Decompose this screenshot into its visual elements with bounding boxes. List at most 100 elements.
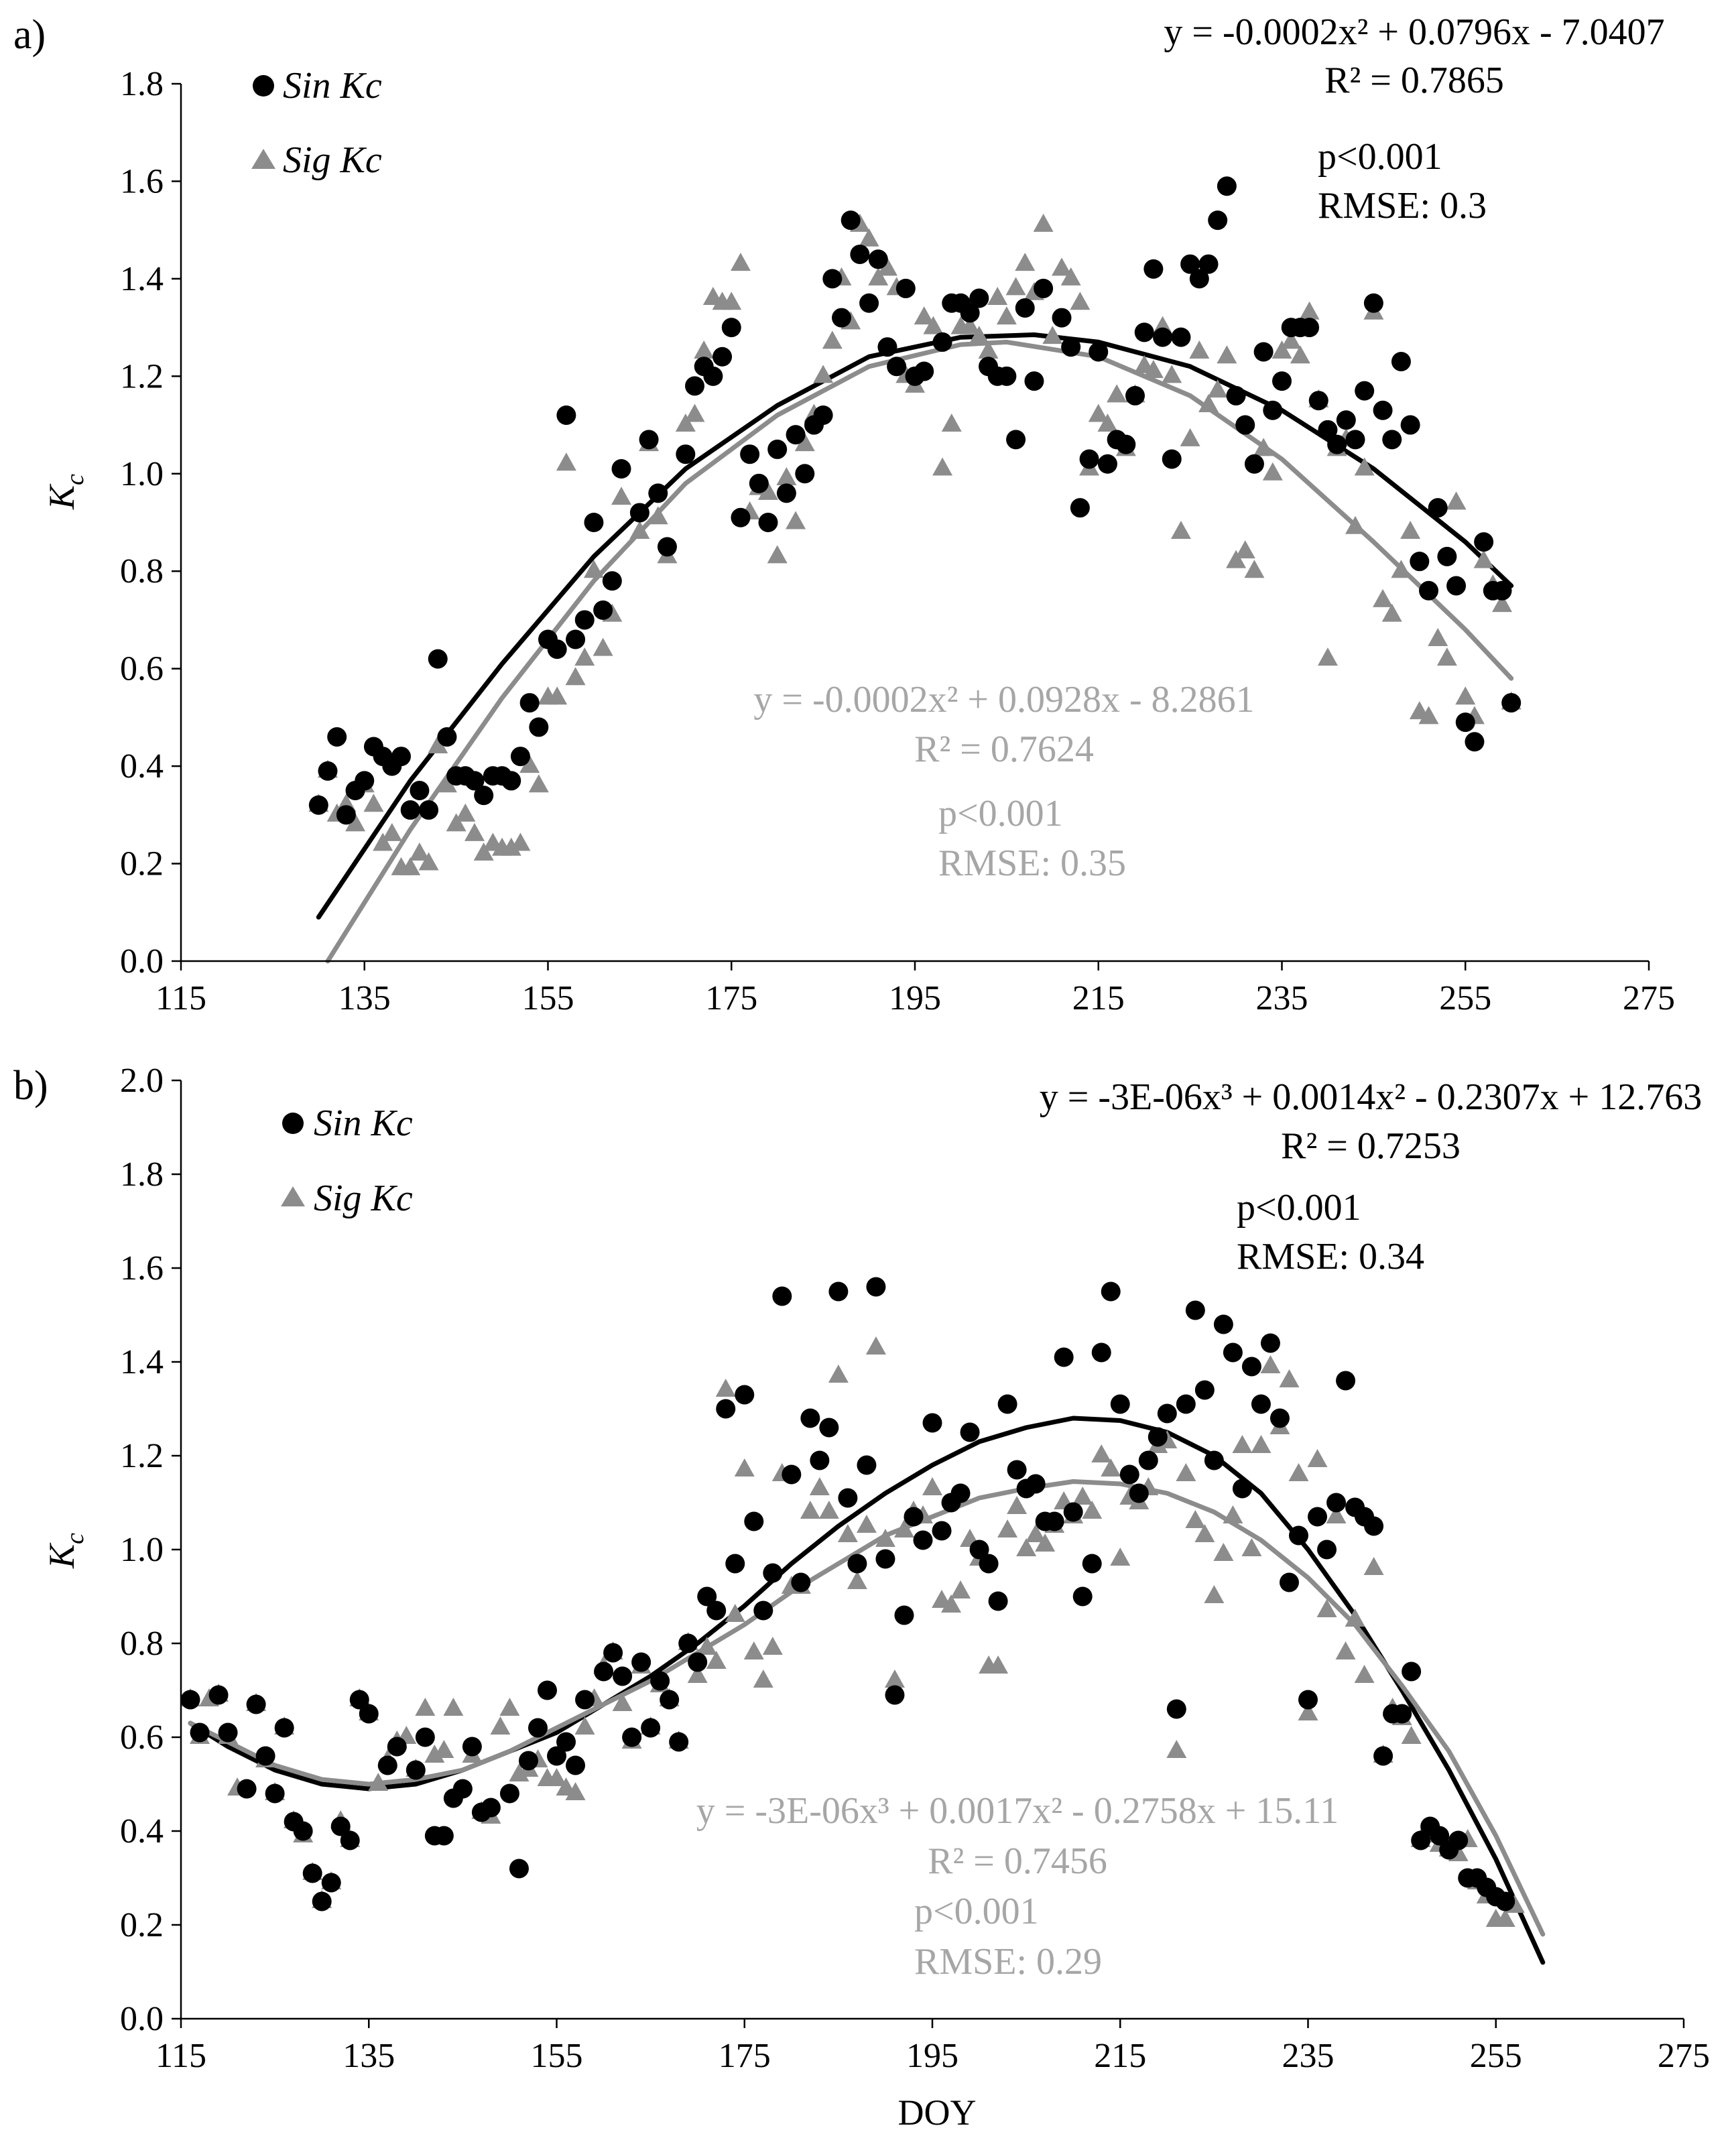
- sig-kc-point: [556, 452, 576, 471]
- sig-kc-fit-line: [325, 339, 1514, 964]
- x-tick-label: 175: [719, 2037, 771, 2075]
- sin-kc-point: [509, 1859, 529, 1879]
- sin-kc-point: [1119, 1464, 1139, 1485]
- sig-kc-point: [1189, 340, 1210, 359]
- sin-kc-point: [547, 639, 567, 659]
- sin-kc-point: [641, 1718, 661, 1738]
- sin-kc-point: [1492, 580, 1512, 601]
- sig-kc-point: [1170, 521, 1191, 540]
- sin-kc-point: [1263, 400, 1283, 420]
- sin-kc-point: [1176, 1394, 1196, 1414]
- sin-kc-point: [1298, 1690, 1318, 1710]
- sin-kc-point: [415, 1727, 435, 1747]
- sin-kc-point: [847, 1554, 867, 1574]
- sig-kc-point: [941, 414, 962, 432]
- sig-kc-point: [446, 813, 467, 832]
- sin-kc-point: [895, 278, 916, 298]
- sig-kc-point: [1436, 647, 1457, 666]
- sig-kc-point: [828, 1365, 849, 1383]
- sin-kc-point: [988, 1591, 1008, 1611]
- sin-kc-point: [566, 629, 586, 649]
- sig-kc-point: [1204, 1585, 1225, 1603]
- sin-kc-point: [1300, 318, 1320, 338]
- panel-a-gray-equation: y = -0.0002x² + 0.0928x - 8.2861: [753, 679, 1254, 720]
- sin-kc-point: [387, 1737, 407, 1757]
- sig-kc-point: [684, 403, 705, 422]
- y-tick-label: 2.0: [120, 1062, 164, 1100]
- sig-kc-point: [877, 257, 897, 276]
- sig-kc-point: [1281, 330, 1302, 349]
- sig-kc-point: [593, 637, 613, 656]
- panel-b-black-p: p<0.001: [1237, 1187, 1361, 1229]
- sig-kc-point: [1251, 1435, 1272, 1453]
- sin-kc-point: [841, 210, 861, 231]
- sin-kc-point: [613, 1666, 633, 1686]
- sin-kc-point: [740, 444, 760, 464]
- sin-kc-point: [631, 1652, 652, 1672]
- y-tick-label: 1.4: [120, 260, 164, 298]
- sin-kc-point: [218, 1722, 238, 1743]
- sin-kc-point: [1129, 1483, 1149, 1503]
- panel-b-gray-rmse: RMSE: 0.29: [914, 1941, 1102, 1983]
- sin-kc-point: [1391, 352, 1411, 372]
- sin-kc-point: [1138, 1450, 1158, 1470]
- sin-kc-point: [1101, 1281, 1121, 1302]
- sin-kc-point: [697, 1586, 717, 1607]
- sig-kc-point: [409, 842, 430, 861]
- sin-kc-point: [678, 1633, 698, 1653]
- sin-kc-point: [327, 727, 347, 747]
- sig-kc-point: [715, 1379, 736, 1397]
- panel-a-y-axis-title: Kc: [42, 474, 89, 510]
- sig-kc-point: [914, 306, 934, 325]
- panel-a-black-rmse: RMSE: 0.3: [1318, 185, 1487, 227]
- sig-kc-point: [730, 253, 751, 271]
- sig-kc-point: [687, 1665, 708, 1683]
- sin-kc-point: [1411, 1830, 1431, 1850]
- y-tick-label: 0.0: [120, 942, 164, 981]
- panel-a-black-r2: R² = 0.7865: [1324, 60, 1504, 101]
- sin-kc-point: [1052, 308, 1072, 328]
- sig-kc-point: [837, 1524, 858, 1542]
- sin-kc-point: [556, 1732, 576, 1752]
- sig-kc-point: [988, 1655, 1009, 1674]
- sin-kc-point: [828, 1281, 849, 1302]
- sin-kc-point: [1410, 552, 1430, 572]
- y-tick-label: 1.4: [120, 1343, 164, 1381]
- sin-kc-point: [819, 1418, 839, 1438]
- panel-a-legend-sin: Sin Kc: [283, 65, 382, 107]
- sin-kc-point: [731, 507, 751, 527]
- sin-kc-point: [1373, 1746, 1393, 1766]
- sin-kc-point: [810, 1450, 830, 1470]
- sig-kc-point: [1176, 1463, 1196, 1481]
- sin-kc-point: [336, 805, 356, 825]
- sin-kc-point: [776, 483, 796, 503]
- sin-kc-point: [349, 1690, 369, 1710]
- sin-kc-point: [1006, 430, 1026, 450]
- sin-kc-point: [1437, 546, 1457, 566]
- sig-kc-point: [969, 326, 989, 344]
- sin-kc-point: [1110, 1394, 1130, 1414]
- sin-kc-point: [887, 357, 907, 377]
- sig-kc-point: [1107, 384, 1127, 403]
- panel-b-legend-sin: Sin Kc: [314, 1103, 413, 1144]
- panel-a-gray-r2: R² = 0.7624: [914, 729, 1094, 770]
- sin-kc-point: [950, 1483, 971, 1503]
- panel-b-label: b): [13, 1063, 48, 1109]
- sin-kc-point: [960, 303, 980, 323]
- sig-kc-point: [758, 481, 778, 500]
- sig-kc-point: [574, 647, 595, 666]
- sig-kc-point: [455, 803, 476, 822]
- sig-kc-point: [847, 1571, 867, 1589]
- sin-kc-point: [877, 337, 897, 357]
- sig-kc-point: [1223, 1505, 1243, 1523]
- sig-kc-point: [996, 306, 1017, 325]
- x-tick-label: 155: [531, 2037, 583, 2075]
- x-tick-label: 255: [1439, 979, 1491, 1017]
- sin-kc-point: [857, 1455, 877, 1475]
- sin-kc-point: [1097, 454, 1117, 474]
- sin-kc-point: [428, 649, 448, 669]
- sin-kc-point: [594, 1661, 614, 1682]
- x-tick-label: 175: [705, 979, 757, 1017]
- sig-kc-point: [434, 1740, 454, 1758]
- sig-kc-point: [813, 365, 834, 383]
